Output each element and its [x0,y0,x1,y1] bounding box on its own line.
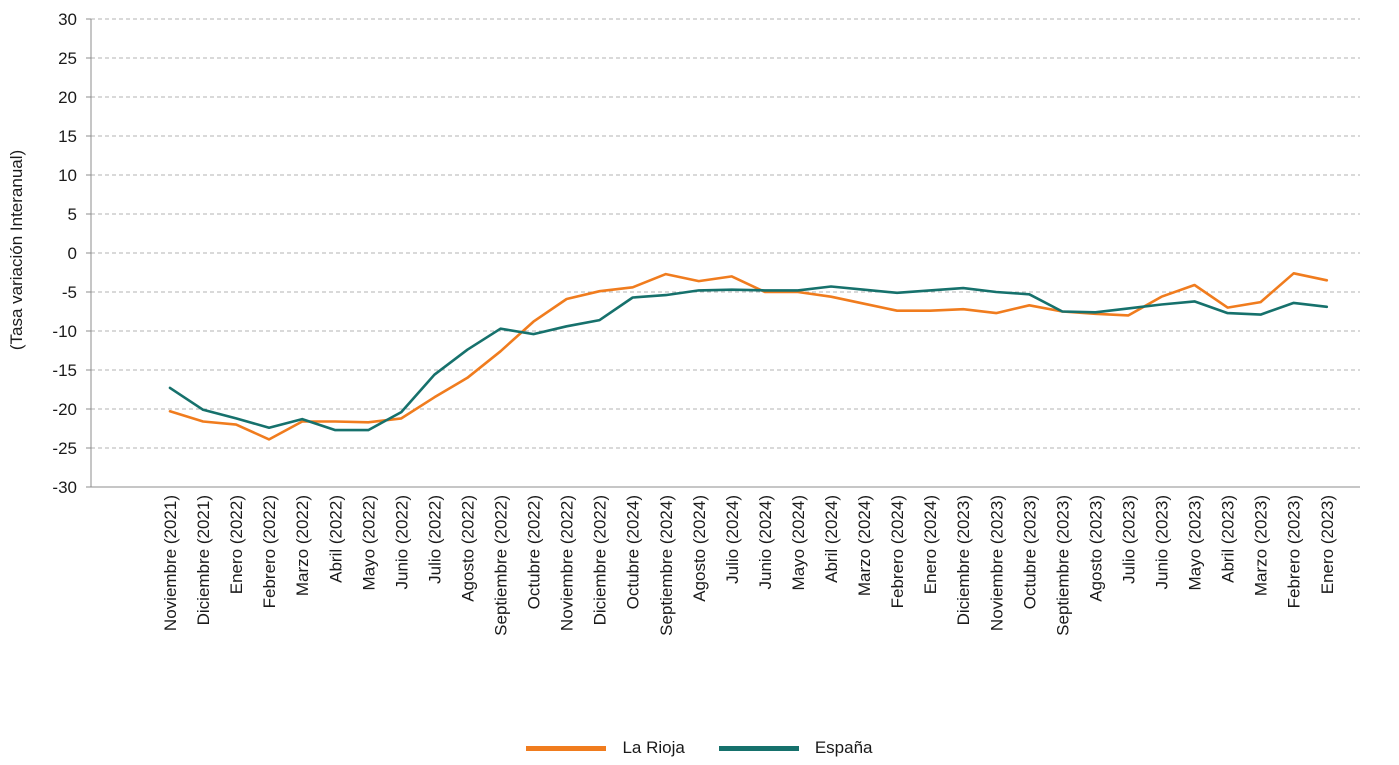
legend-label-la-rioja: La Rioja [622,738,685,757]
x-tick-label: Noviembre (2022) [558,495,577,631]
x-tick-label: Abril (2024) [822,495,841,583]
x-tick-label: Febrero (2024) [888,495,907,608]
x-tick-label: Agosto (2023) [1086,495,1105,602]
x-tick-label: Junio (2024) [756,495,775,590]
x-tick-label: Agosto (2024) [690,495,709,602]
x-tick-label: Mayo (2022) [359,495,378,590]
legend-item-la-rioja: La Rioja [526,738,685,758]
x-axis-ticks: Noviembre (2021) Diciembre (2021) Enero (2… [161,495,1337,636]
x-tick-label: Octubre (2022) [525,495,544,609]
x-tick-label: Mayo (2024) [789,495,808,590]
x-tick-label: Marzo (2022) [293,495,312,596]
x-tick-label: Octubre (2024) [624,495,643,609]
y-tick-label: 20 [58,88,77,107]
y-tick-label: -30 [52,478,77,497]
x-tick-label: Julio (2023) [1119,495,1138,584]
y-tick-label: 30 [58,10,77,29]
y-tick-label: -5 [62,283,77,302]
line-chart: 30 25 20 15 10 5 0 -5 -10 -15 -20 -25 -30 Noviembre … [7,10,1360,636]
y-axis-label: (Tasa variación Interanual) [7,150,26,350]
x-tick-label: Febrero (2023) [1285,495,1304,608]
y-tick-label: 25 [58,49,77,68]
y-tick-label: 15 [58,127,77,146]
x-tick-label: Septiembre (2023) [1053,495,1072,636]
y-tick-label: -15 [52,361,77,380]
x-tick-label: Enero (2023) [1318,495,1337,594]
y-axis-ticks: 30 25 20 15 10 5 0 -5 -10 -15 -20 -25 -30 [52,10,77,497]
y-tick-label: 5 [68,205,77,224]
x-tick-label: Mayo (2023) [1186,495,1205,590]
x-tick-label: Julio (2024) [723,495,742,584]
x-tick-label: Marzo (2023) [1252,495,1271,596]
y-tick-label: -10 [52,322,77,341]
x-tick-label: Agosto (2022) [458,495,477,602]
x-tick-label: Noviembre (2021) [161,495,180,631]
x-tick-label: Abril (2022) [326,495,345,583]
series-line-espana [168,285,1329,432]
legend-swatch-la-rioja [526,745,607,751]
x-tick-label: Noviembre (2023) [987,495,1006,631]
y-tick-label: -25 [52,439,77,458]
x-tick-label: Marzo (2024) [855,495,874,596]
series-lines [168,271,1329,441]
x-tick-label: Octubre (2023) [1020,495,1039,609]
axes [86,18,1360,488]
x-tick-label: Enero (2022) [227,495,246,594]
legend-swatch-espana [718,745,799,751]
legend: La Rioja España [0,735,1399,761]
x-tick-label: Diciembre (2023) [954,495,973,625]
x-tick-label: Diciembre (2021) [194,495,213,625]
x-tick-label: Septiembre (2024) [657,495,676,636]
series-line-la-rioja [168,271,1329,441]
x-tick-label: Septiembre (2022) [492,495,511,636]
x-tick-label: Enero (2024) [921,495,940,594]
x-tick-label: Febrero (2022) [260,495,279,608]
y-tick-label: 10 [58,166,77,185]
gridlines [91,18,1360,449]
legend-item-espana: España [718,738,873,758]
x-tick-label: Abril (2023) [1219,495,1238,583]
x-tick-label: Diciembre (2022) [591,495,610,625]
x-tick-label: Julio (2022) [425,495,444,584]
x-tick-label: Junio (2023) [1153,495,1172,590]
x-tick-label: Junio (2022) [392,495,411,590]
y-tick-label: -20 [52,400,77,419]
y-tick-label: 0 [68,244,77,263]
legend-label-espana: España [814,738,873,757]
